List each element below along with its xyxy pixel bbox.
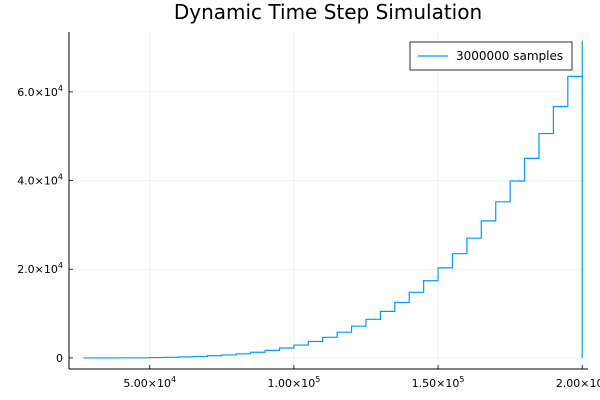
series-line — [83, 40, 583, 359]
tick-labels: 5.00×104 1.00×105 1.50×105 2.00×105 0 2.0×104… — [17, 84, 600, 390]
series-layer — [83, 40, 583, 359]
y-tick-label: 2.0×104 — [17, 261, 63, 276]
y-tick-label: 0 — [56, 352, 63, 365]
x-tick-label: 5.00×104 — [123, 375, 176, 390]
chart-title: Dynamic Time Step Simulation — [174, 0, 482, 24]
x-tick-label: 1.50×105 — [412, 375, 465, 390]
y-tick-label: 6.0×104 — [17, 84, 63, 99]
legend-label: 3000000 samples — [456, 49, 563, 63]
x-tick-label: 1.00×105 — [267, 375, 320, 390]
x-tick-label: 2.00×105 — [556, 375, 600, 390]
legend: 3000000 samples — [409, 41, 573, 71]
y-tick-label: 4.0×104 — [17, 173, 63, 188]
axes — [68, 32, 588, 370]
